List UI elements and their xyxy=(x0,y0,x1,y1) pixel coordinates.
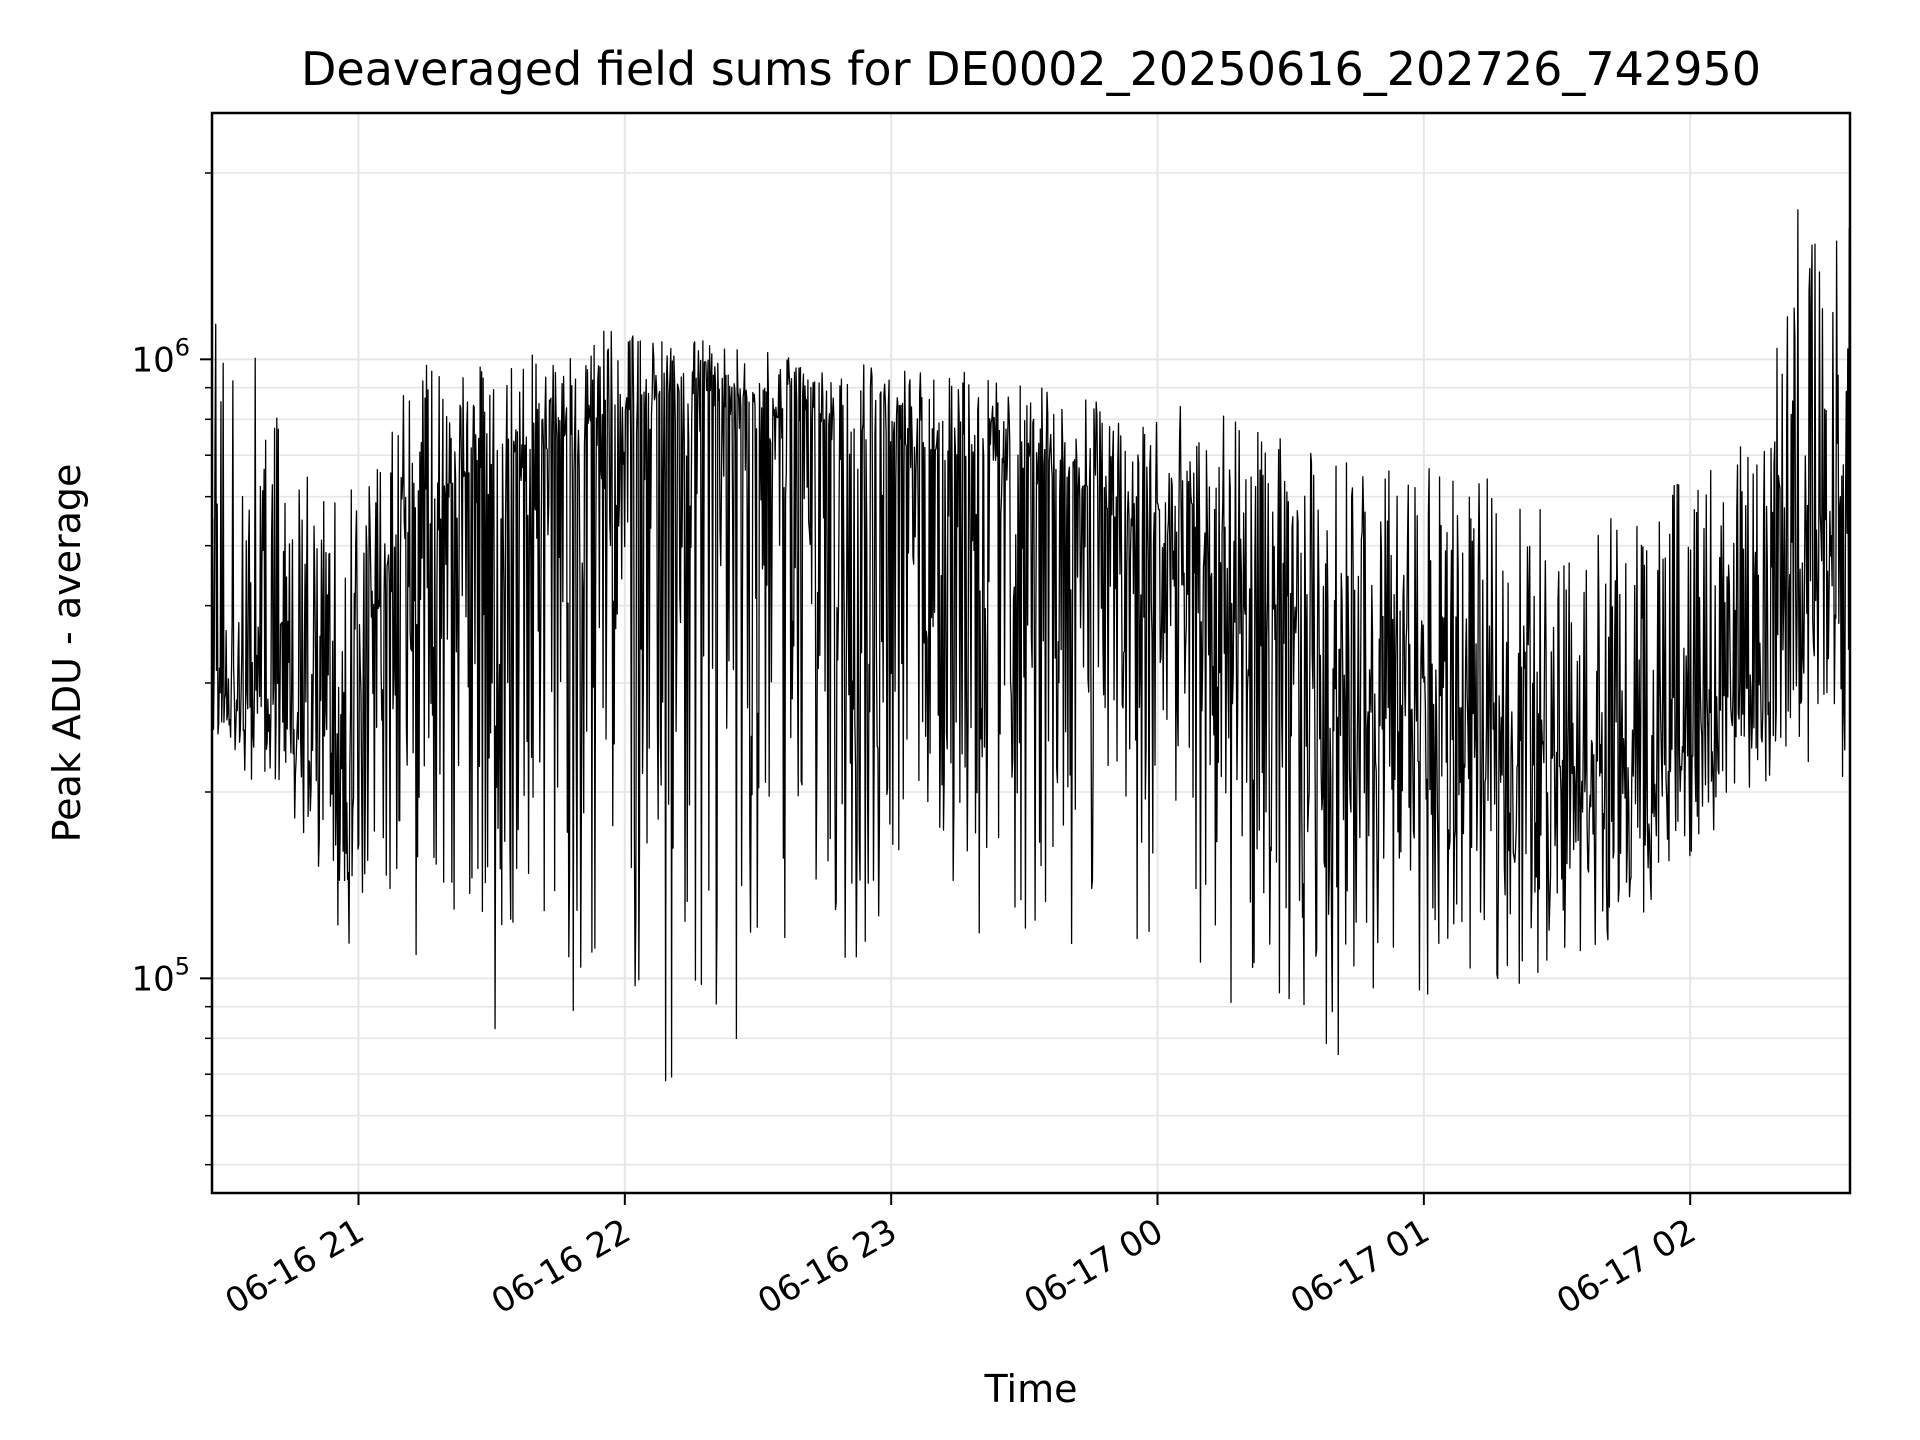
y-axis-label: Peak ADU - average xyxy=(45,464,89,843)
plot-area xyxy=(211,209,1851,1082)
y-tick-label: 105 xyxy=(131,952,190,999)
data-series-line xyxy=(211,209,1851,1082)
x-axis-label: Time xyxy=(984,1367,1078,1411)
y-tick-label: 106 xyxy=(131,333,190,380)
chart-title: Deaveraged field sums for DE0002_2025061… xyxy=(301,42,1761,96)
y-axis-ticks: 105 106 xyxy=(131,172,212,1166)
plot-frame xyxy=(210,111,1852,1195)
